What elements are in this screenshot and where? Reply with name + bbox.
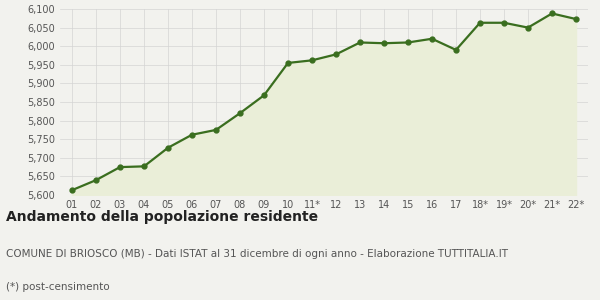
Text: (*) post-censimento: (*) post-censimento <box>6 282 110 292</box>
Text: COMUNE DI BRIOSCO (MB) - Dati ISTAT al 31 dicembre di ogni anno - Elaborazione T: COMUNE DI BRIOSCO (MB) - Dati ISTAT al 3… <box>6 249 508 259</box>
Text: Andamento della popolazione residente: Andamento della popolazione residente <box>6 210 318 224</box>
